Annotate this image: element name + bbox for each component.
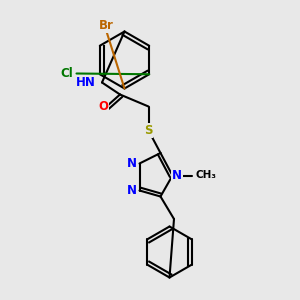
Text: S: S (144, 124, 153, 137)
Text: Cl: Cl (61, 67, 74, 80)
Text: CH₃: CH₃ (195, 170, 216, 181)
Text: O: O (98, 100, 109, 113)
Text: N: N (127, 157, 137, 170)
Text: N: N (172, 169, 182, 182)
Text: Br: Br (99, 19, 114, 32)
Text: N: N (127, 184, 137, 197)
Text: HN: HN (76, 76, 96, 89)
